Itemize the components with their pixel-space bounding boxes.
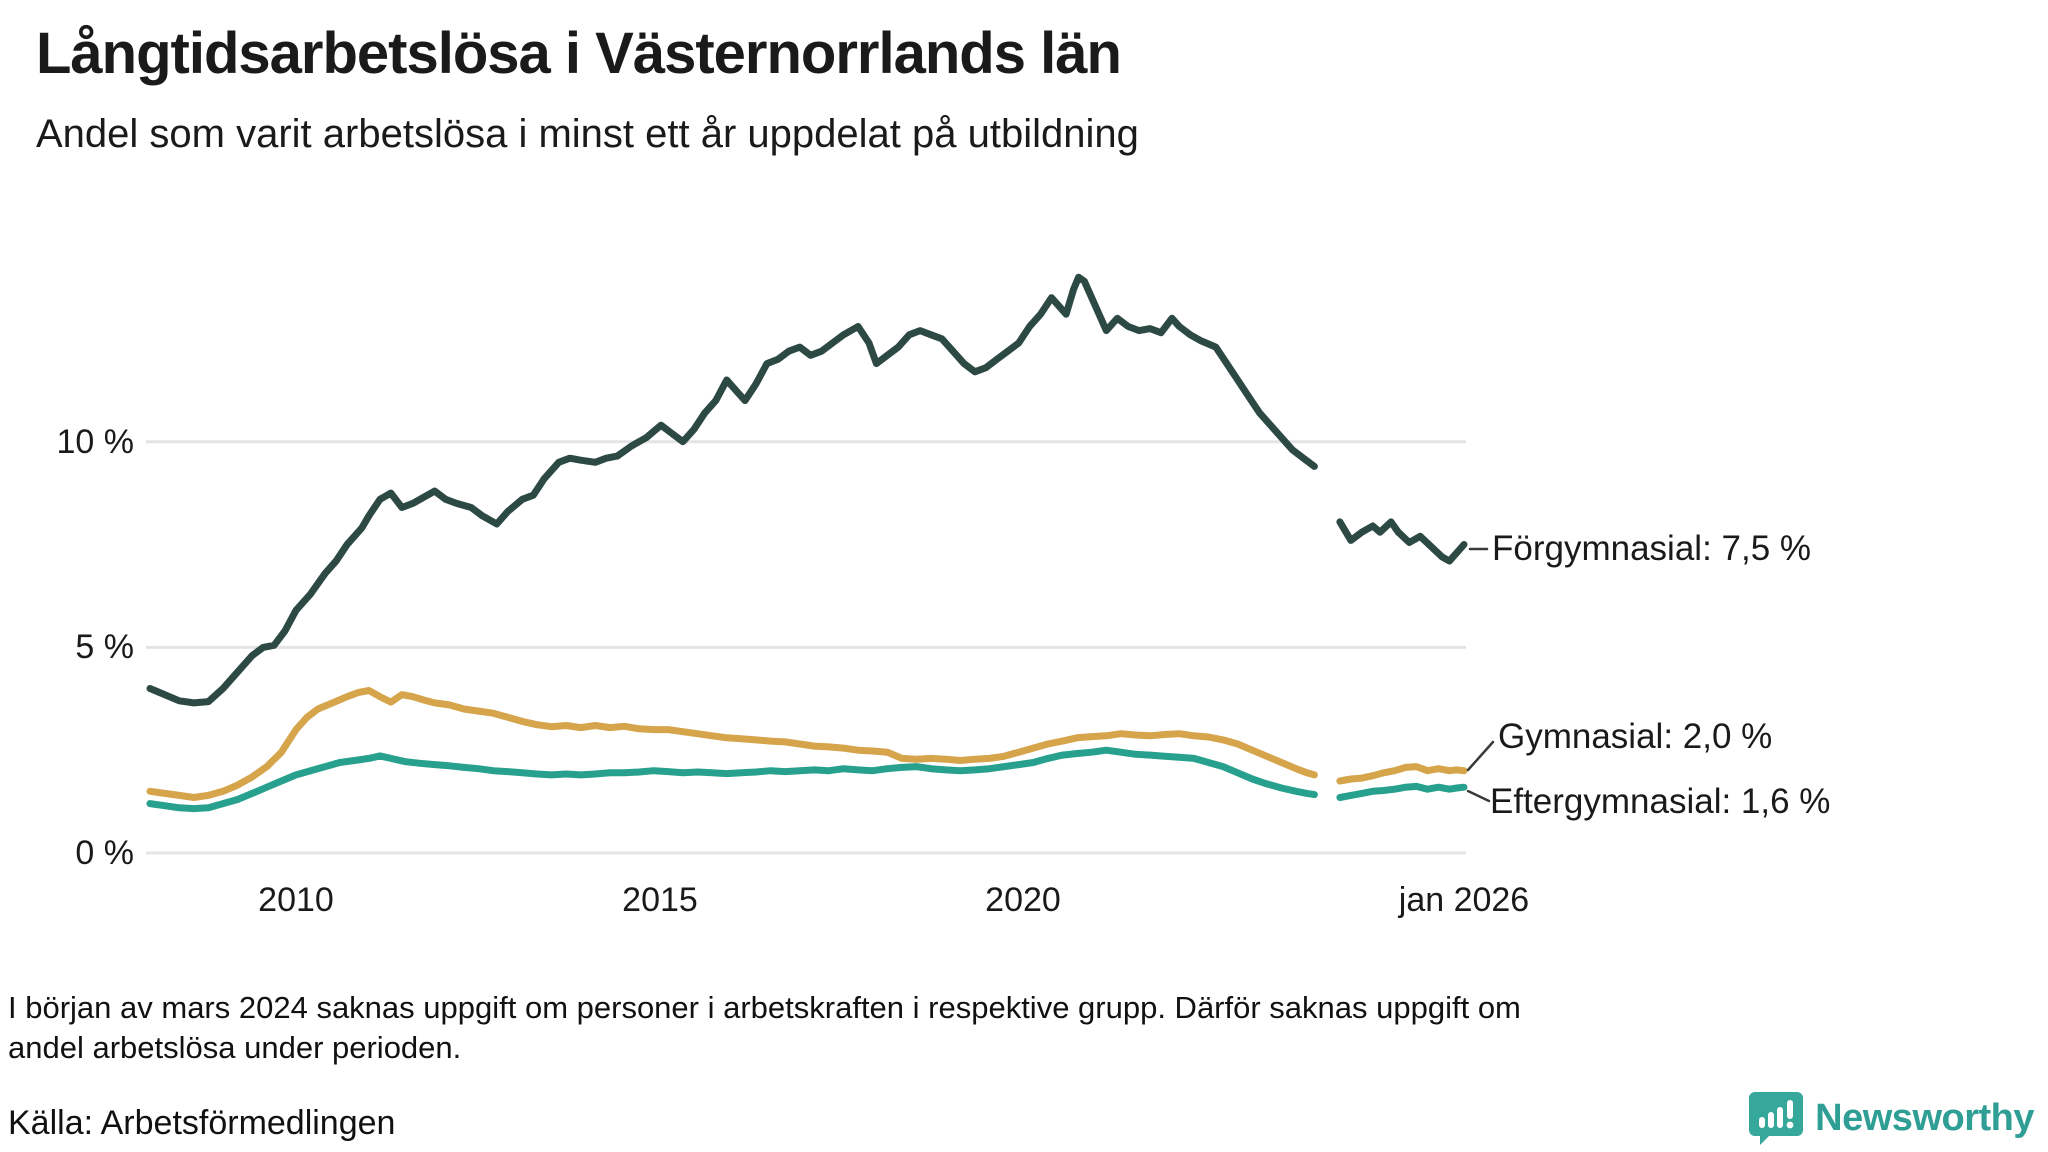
x-axis-tick-jan2026: jan 2026 <box>1398 881 1530 919</box>
footnote: I början av mars 2024 saknas uppgift om … <box>8 988 1521 1068</box>
series-end-label-forgymnasial: Förgymnasial: 7,5 % <box>1492 529 1812 568</box>
x-axis-tick-2015: 2015 <box>622 881 698 919</box>
series-line-gymnasial-seg2 <box>1336 763 1468 785</box>
series-line-gymnasial-seg1 <box>146 687 1318 801</box>
label-connector-gymnasial <box>1466 740 1495 772</box>
y-axis-tick-5: 5 % <box>75 628 134 666</box>
series-line-eftergymnasial-seg1 <box>146 746 1318 813</box>
series-line-förgymnasial-seg1 <box>146 273 1318 707</box>
newsworthy-logo-icon <box>1749 1092 1804 1145</box>
series-end-label-eftergymnasial: Eftergymnasial: 1,6 % <box>1490 782 1831 821</box>
newsworthy-logo-text: Newsworthy <box>1815 1096 2034 1139</box>
series-end-label-gymnasial: Gymnasial: 2,0 % <box>1498 717 1773 756</box>
footnote-line1: I början av mars 2024 saknas uppgift om … <box>8 990 1521 1025</box>
series-line-eftergymnasial-seg2 <box>1336 782 1468 801</box>
chart-title: Långtidsarbetslösa i Västernorrlands län <box>36 21 1122 86</box>
label-connector-eftergymnasial <box>1466 789 1491 803</box>
source-label: Källa: Arbetsförmedlingen <box>8 1104 396 1142</box>
y-axis-tick-10: 10 % <box>56 423 135 461</box>
chart-subtitle: Andel som varit arbetslösa i minst ett å… <box>36 112 1139 156</box>
y-axis-tick-0: 0 % <box>75 834 134 872</box>
newsworthy-branding: Newsworthy <box>1747 1090 2034 1146</box>
series-line-förgymnasial-seg2 <box>1336 518 1468 565</box>
x-axis-tick-2020: 2020 <box>985 881 1061 919</box>
x-axis-tick-2010: 2010 <box>258 881 334 919</box>
footnote-line2: andel arbetslösa under perioden. <box>8 1030 462 1065</box>
